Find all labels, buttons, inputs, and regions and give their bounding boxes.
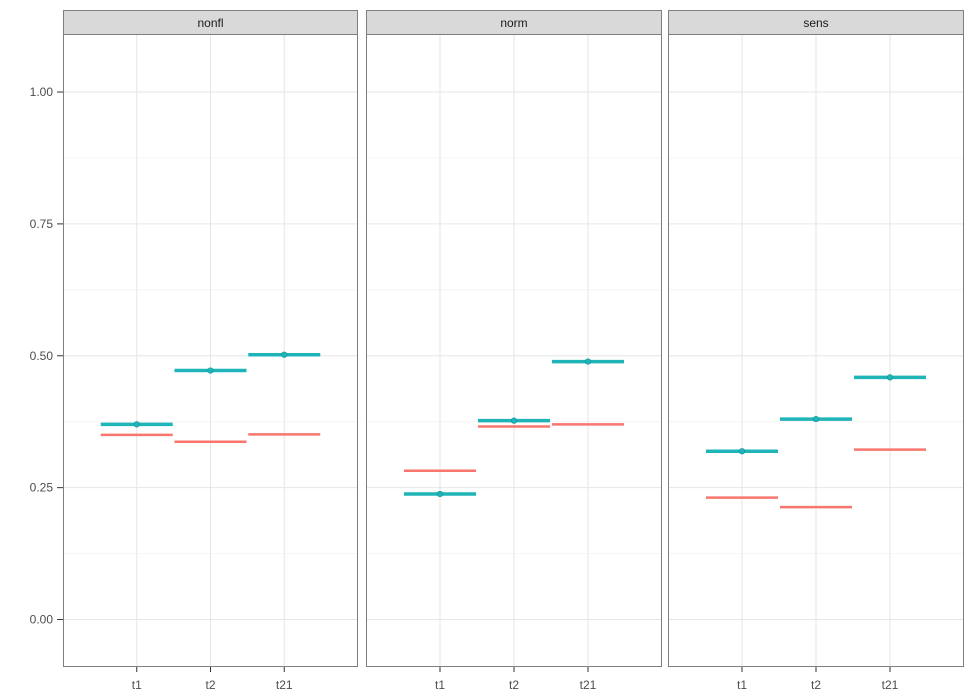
x-tick-label: t1	[132, 678, 142, 692]
data-point-series2-sens-t21	[886, 374, 894, 381]
y-tick-label: 0.75	[30, 217, 54, 231]
facet-strip-label: norm	[500, 16, 527, 30]
facet-strip-label: nonfl	[197, 16, 223, 30]
x-tick-label: t21	[276, 678, 293, 692]
data-point-series2-norm-t21	[584, 358, 592, 365]
data-point-series2-sens-t2	[812, 415, 820, 423]
data-point-series2-nonfl-t1	[133, 421, 140, 428]
facet-panel-sens: sens t1 t2 t21	[668, 10, 964, 692]
y-tick-label: 0.00	[30, 613, 54, 627]
x-tick-label: t1	[737, 678, 747, 692]
y-tick-label: 0.25	[30, 481, 54, 495]
facet-strip	[63, 10, 358, 35]
data-point-series2-sens-t1	[738, 448, 746, 455]
data-point-series2-nonfl-t2	[207, 367, 214, 374]
y-tick-label: 0.50	[30, 349, 54, 363]
data-point-series2-norm-t1	[436, 490, 444, 498]
facet-strip	[668, 10, 964, 35]
data-point-series2-norm-t2	[510, 417, 518, 424]
facet-strip	[366, 10, 662, 35]
data-point-series2-nonfl-t21	[281, 351, 288, 358]
x-tick-label: t21	[580, 678, 597, 692]
x-tick-label: t1	[435, 678, 445, 692]
facet-strip-label: sens	[803, 16, 828, 30]
y-tick-label: 1.00	[30, 85, 54, 99]
x-tick-label: t2	[509, 678, 519, 692]
facet-panel-nonfl: nonfl t1 t2 t21	[63, 10, 358, 692]
facet-panel-norm: norm t1 t2 t21	[366, 10, 662, 692]
x-tick-label: t2	[205, 678, 215, 692]
x-tick-label: t2	[811, 678, 821, 692]
x-tick-label: t21	[882, 678, 899, 692]
